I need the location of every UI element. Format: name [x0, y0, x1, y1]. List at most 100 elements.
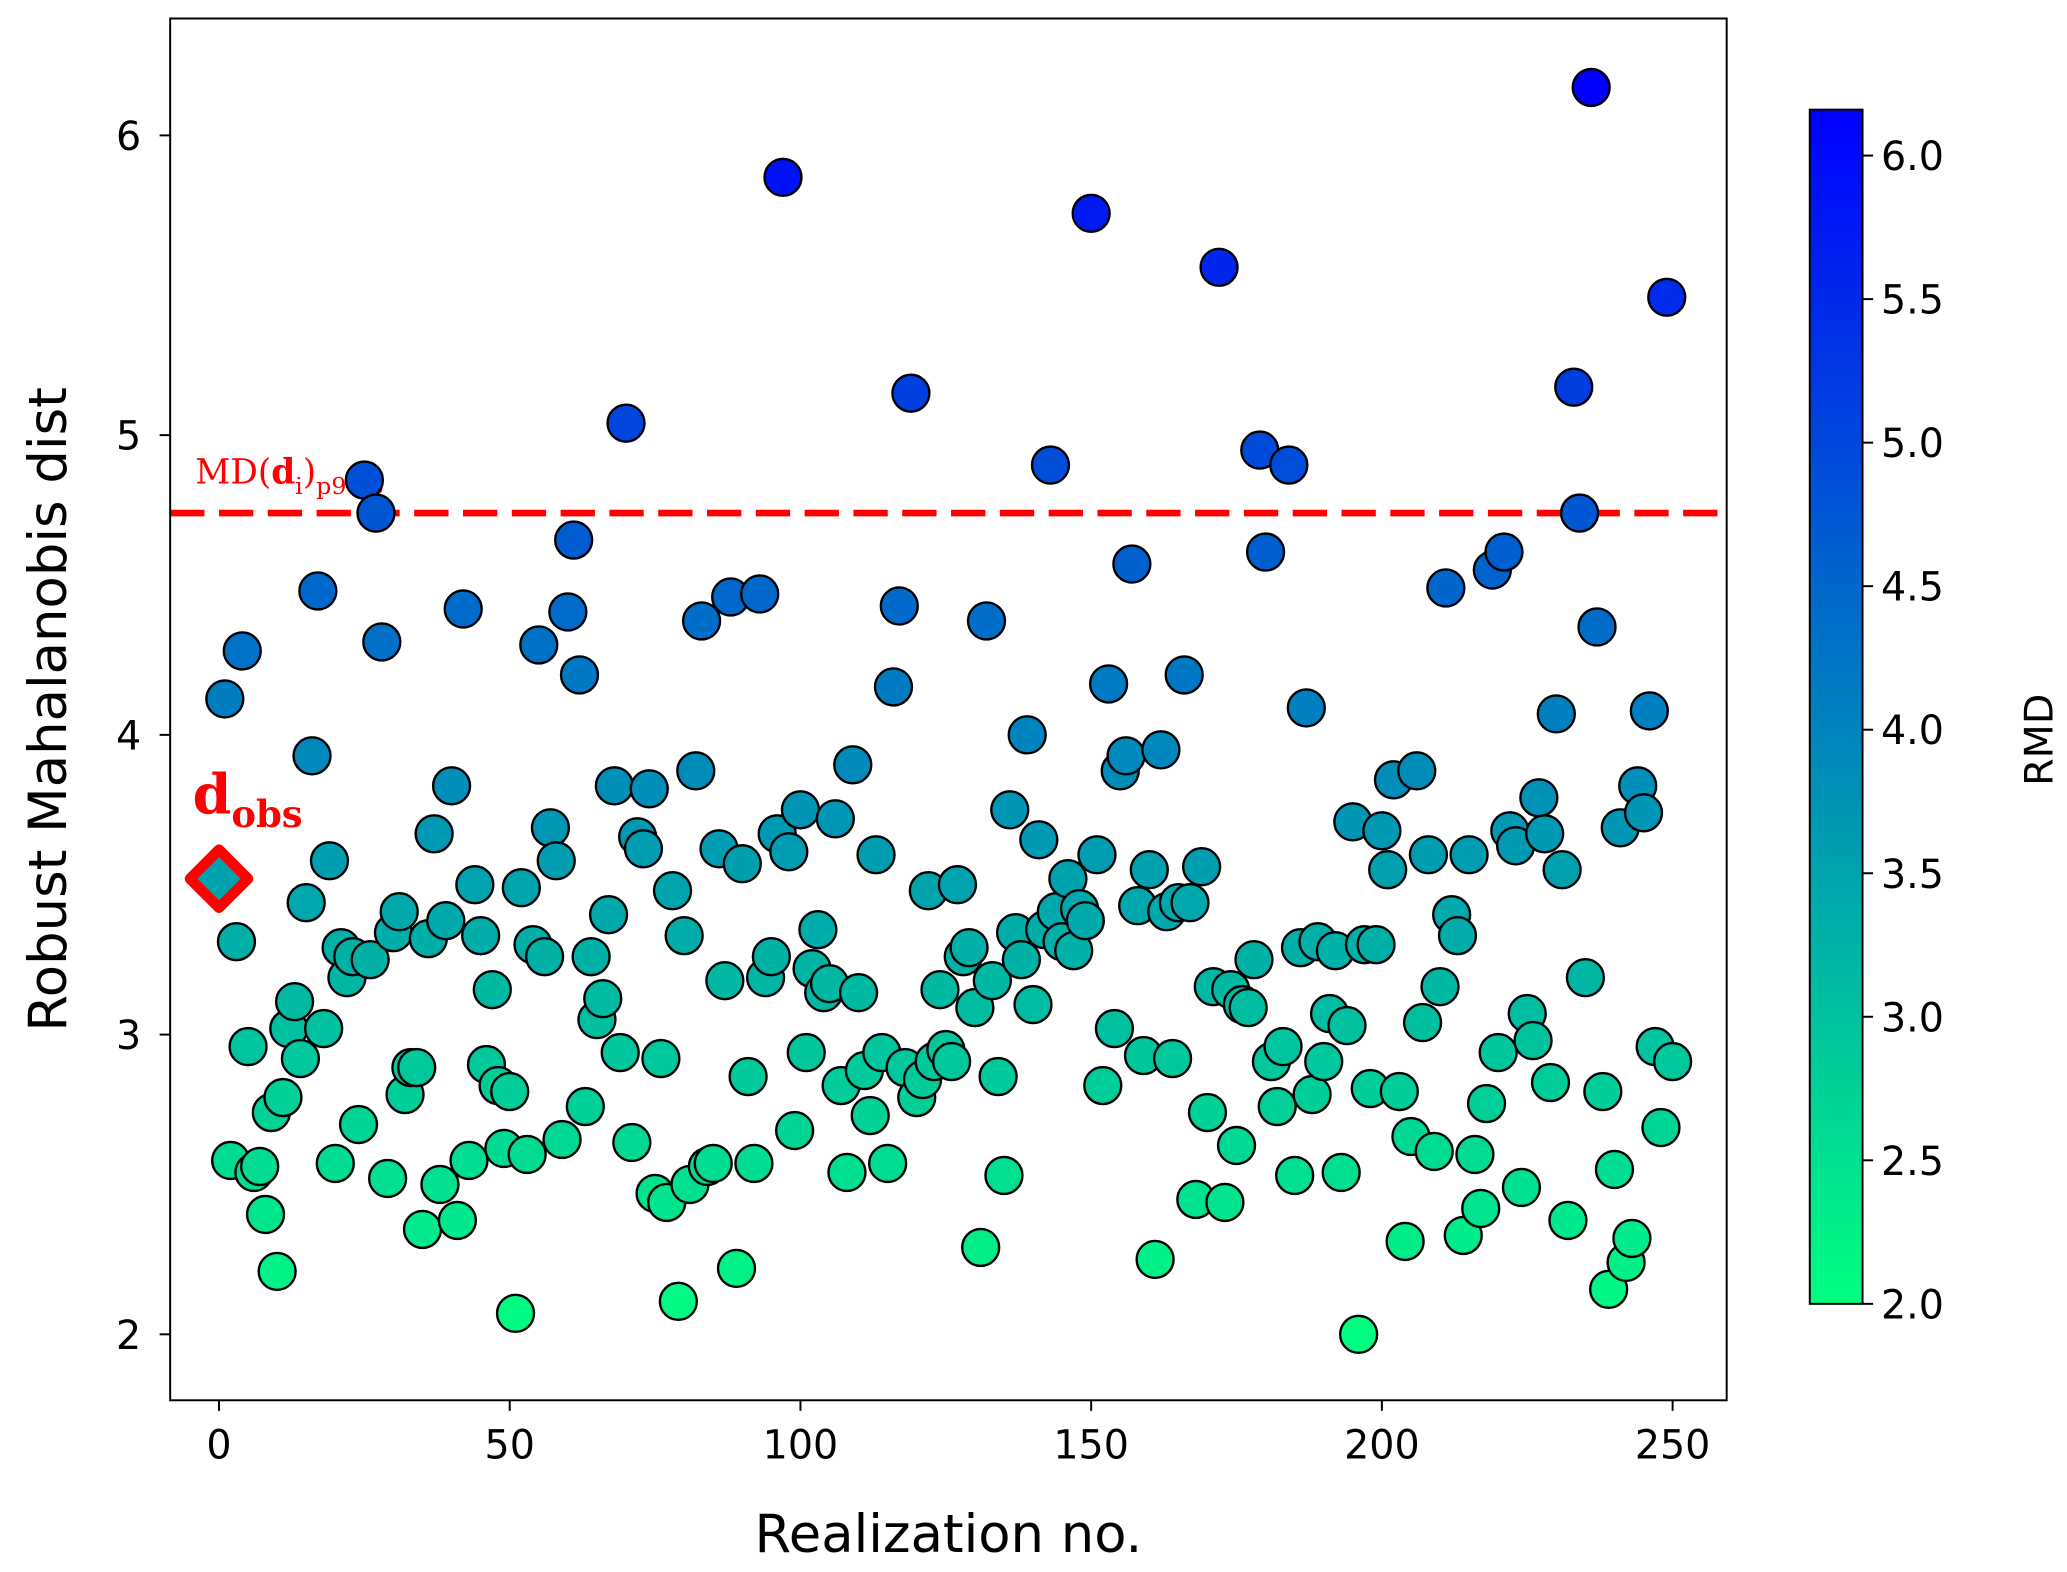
- data-point: [1065, 901, 1106, 941]
- data-point: [414, 814, 454, 854]
- data-point: [879, 586, 919, 626]
- data-point: [786, 1032, 826, 1073]
- data-point: [507, 1134, 547, 1175]
- data-point: [1286, 688, 1326, 728]
- threshold-label-part: MD(: [195, 452, 271, 492]
- data-point: [1094, 1008, 1135, 1049]
- data-point: [1652, 1041, 1693, 1082]
- data-point: [1484, 532, 1524, 572]
- data-point: [763, 157, 803, 198]
- data-point: [292, 736, 332, 776]
- data-point: [1501, 1167, 1542, 1208]
- data-point: [1559, 493, 1600, 533]
- data-point: [257, 1251, 297, 1292]
- data-point: [519, 625, 559, 665]
- data-point: [1554, 367, 1594, 407]
- data-point: [1402, 1002, 1443, 1043]
- data-point: [1001, 939, 1042, 980]
- data-point: [205, 679, 245, 719]
- data-point: [1205, 1182, 1245, 1223]
- data-point: [397, 1047, 437, 1088]
- data-point: [1141, 730, 1181, 770]
- data-point: [490, 1071, 530, 1112]
- data-point: [1135, 1239, 1175, 1280]
- data-point: [1275, 1155, 1315, 1196]
- data-point: [1437, 915, 1478, 956]
- data-point: [734, 1143, 774, 1184]
- data-point: [1228, 987, 1268, 1028]
- data-point: [1647, 277, 1687, 317]
- data-point: [501, 868, 542, 908]
- data-point: [1536, 694, 1576, 734]
- data-point: [827, 1152, 867, 1193]
- data-point: [356, 493, 396, 533]
- data-point: [658, 1281, 698, 1322]
- data-point: [542, 1119, 582, 1160]
- data-point: [1170, 883, 1210, 923]
- data-point: [304, 1008, 344, 1049]
- data-point: [1083, 1065, 1123, 1106]
- colorbar-tick-label: 3.5: [1881, 852, 1944, 898]
- data-point: [961, 1227, 1001, 1268]
- y-tick-label: 3: [116, 1013, 141, 1059]
- data-point: [623, 829, 664, 869]
- data-point: [949, 927, 989, 968]
- data-point: [1420, 966, 1460, 1007]
- y-tick-label: 5: [116, 414, 141, 460]
- data-point: [1187, 1092, 1228, 1133]
- data-point: [664, 915, 704, 956]
- data-point: [780, 790, 821, 830]
- colorbar-tick-label: 5.0: [1881, 421, 1944, 467]
- data-point: [1594, 1149, 1635, 1190]
- data-point: [594, 766, 635, 806]
- data-point: [769, 832, 809, 872]
- data-point: [1513, 1020, 1553, 1061]
- data-point: [612, 1122, 652, 1163]
- data-point: [298, 571, 338, 611]
- data-point: [274, 981, 315, 1022]
- data-point: [367, 1158, 408, 1199]
- data-point: [460, 915, 501, 956]
- data-point: [536, 841, 576, 881]
- data-point: [1338, 1314, 1379, 1355]
- data-point: [245, 1194, 286, 1235]
- data-point: [850, 1095, 890, 1136]
- y-tick-label: 2: [116, 1313, 141, 1359]
- data-point: [1461, 1188, 1501, 1229]
- data-point: [1263, 1026, 1303, 1067]
- data-point: [1292, 1074, 1332, 1115]
- data-point: [1030, 445, 1071, 485]
- data-point: [1152, 1038, 1193, 1079]
- data-point: [402, 1209, 443, 1250]
- data-point: [966, 601, 1007, 641]
- x-tick-label: 100: [763, 1422, 839, 1468]
- data-point: [222, 631, 262, 671]
- data-point: [740, 574, 780, 614]
- data-point: [972, 960, 1012, 1001]
- data-point: [838, 972, 879, 1013]
- data-point: [856, 835, 896, 875]
- data-point: [1530, 1062, 1571, 1103]
- data-point: [1449, 835, 1489, 875]
- data-point: [1385, 1221, 1425, 1262]
- data-point: [1426, 568, 1466, 608]
- x-tick-label: 0: [206, 1422, 231, 1468]
- x-tick-label: 250: [1635, 1422, 1711, 1468]
- data-point: [798, 910, 838, 950]
- data-point: [1379, 1071, 1419, 1112]
- data-point: [263, 1077, 303, 1118]
- data-point: [472, 969, 512, 1010]
- data-point: [1071, 193, 1111, 234]
- threshold-label: MD(di)p97.5: [195, 452, 384, 500]
- data-point: [565, 1086, 605, 1127]
- data-point: [722, 844, 762, 884]
- data-point: [1408, 835, 1449, 875]
- plot-frame: [169, 17, 1728, 1402]
- data-point: [1542, 850, 1582, 890]
- x-tick-label: 50: [485, 1422, 535, 1468]
- data-point: [1356, 924, 1396, 965]
- data-point: [1368, 850, 1408, 890]
- data-point: [1304, 1041, 1344, 1082]
- data-point: [437, 1200, 478, 1241]
- data-point: [1455, 1134, 1495, 1175]
